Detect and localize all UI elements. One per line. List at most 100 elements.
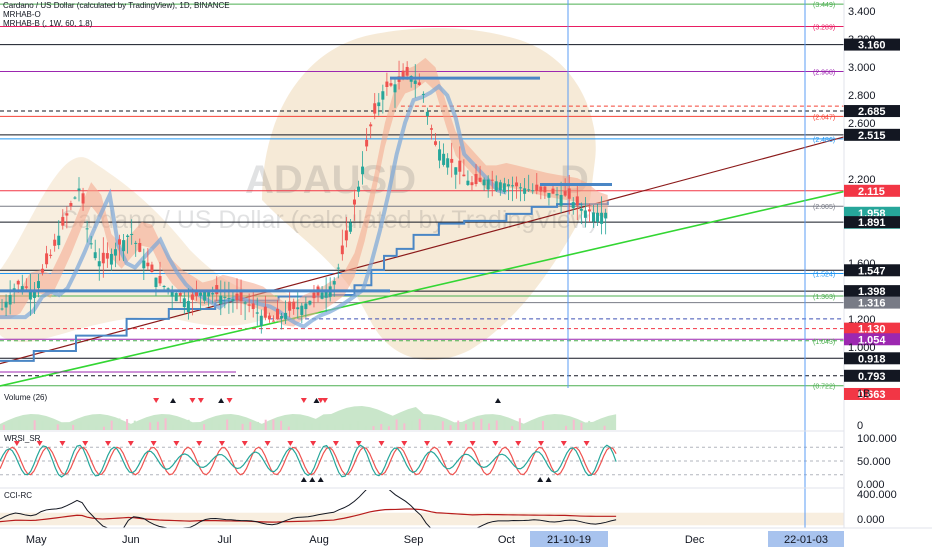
volume-bar (95, 426, 98, 430)
volume-bar (480, 418, 483, 430)
candle-body (142, 260, 146, 269)
candle-body (381, 91, 385, 100)
support-step-line (0, 201, 609, 362)
volume-bar (511, 426, 514, 430)
candle-body (113, 249, 117, 256)
candle-body (239, 290, 243, 302)
cci-tick-label: 0.000 (857, 514, 885, 526)
crosshair-date-label: 21-10-19 (547, 534, 591, 546)
wrsi-sell-marker (196, 441, 203, 446)
volume-bar (287, 426, 290, 430)
candle-body (320, 292, 324, 299)
wrsi-sell-marker (538, 441, 545, 446)
candle-body (36, 281, 40, 289)
level-value-label: (1.043) (813, 339, 835, 346)
volume-bar (565, 425, 568, 430)
candle-body (559, 194, 563, 206)
candle-body (45, 253, 49, 265)
candle-body (57, 235, 61, 246)
candle-body (332, 281, 336, 285)
volume-bar (572, 419, 575, 430)
price-badge (844, 38, 900, 51)
candle-body (271, 320, 275, 322)
volume-bar (603, 425, 606, 430)
wrsi-sell-marker (583, 441, 590, 446)
candle-body (89, 243, 93, 245)
volume-bar (272, 419, 275, 430)
candle-body (207, 292, 211, 297)
candle-body (502, 183, 506, 192)
price-badge-label: 1.054 (858, 334, 886, 346)
indicator-label-mrhab-b[interactable]: MRHAB-B (, 1W, 60, 1.8) (3, 19, 93, 28)
candle-body (223, 296, 227, 298)
price-badge-label: 1.316 (858, 298, 886, 310)
price-badge-label: 1.398 (858, 286, 886, 298)
volume-bar (64, 426, 67, 430)
candle-body (523, 188, 527, 194)
volume-bar (488, 423, 491, 430)
candle-body (154, 277, 158, 288)
volume-bar (280, 420, 283, 430)
candle-body (340, 245, 344, 255)
candle-body (134, 242, 138, 244)
volume-bar (418, 418, 421, 430)
volume-bar (41, 421, 44, 430)
volume-bar (441, 421, 444, 430)
volume-pane-label[interactable]: Volume (26) (4, 393, 48, 402)
volume-bar (187, 419, 190, 430)
wrsi-sell-marker (401, 441, 408, 446)
candle-body (150, 264, 154, 272)
volume-bar (395, 419, 398, 430)
candle-body (482, 179, 486, 186)
volume-bar (79, 421, 82, 430)
volume-bar (503, 418, 506, 430)
indicator-label-mrhab-o[interactable]: MRHAB-O (3, 10, 41, 19)
wrsi-sell-marker (82, 441, 89, 446)
volume-signal-marker (218, 398, 225, 403)
price-tick-label: 3.400 (848, 6, 876, 18)
level-value-label: (2.005) (813, 204, 835, 211)
volume-signal-marker (313, 398, 320, 403)
volume-bar (233, 420, 236, 430)
volume-bar (179, 420, 182, 430)
volume-bar (18, 419, 21, 430)
time-tick-label: Dec (685, 534, 705, 546)
volume-bar (56, 424, 59, 430)
candle-body (563, 191, 567, 196)
volume-bar (133, 420, 136, 430)
volume-bar (526, 424, 529, 430)
volume-bar (310, 423, 313, 430)
volume-tick-label: 0 (857, 420, 863, 432)
candle-body (77, 188, 81, 191)
cci-pane-label[interactable]: CCI-RC (4, 491, 32, 500)
volume-bar (434, 426, 437, 430)
candle-body (109, 253, 113, 265)
volume-bar (411, 421, 414, 430)
candle-body (53, 239, 57, 246)
wrsi-sell-marker (36, 441, 43, 446)
cci-tick-label: 400.000 (857, 489, 897, 501)
crosshair-date-badge (530, 531, 608, 547)
candle-body (596, 212, 600, 222)
candle-body (494, 181, 498, 191)
candle-body (486, 179, 490, 190)
candle-body (186, 301, 190, 313)
price-badge-label: 0.918 (858, 353, 886, 365)
volume-signal-marker (317, 398, 324, 403)
price-badge (844, 285, 900, 298)
candle-body (118, 239, 122, 245)
time-tick-label: Sep (404, 534, 424, 546)
volume-bar (102, 426, 105, 430)
wrsi-pane-label[interactable]: WRSI_SR (4, 434, 41, 443)
candle-body (377, 102, 381, 107)
volume-bar (210, 418, 213, 430)
wrsi-sell-marker (560, 441, 567, 446)
price-badge-label: 2.685 (858, 106, 886, 118)
time-tick-label: Jul (217, 534, 231, 546)
symbol-title[interactable]: Cardano / US Dollar (calculated by Tradi… (3, 1, 230, 10)
price-badge (844, 322, 900, 335)
wrsi-buy-marker (317, 477, 324, 482)
candle-body (389, 83, 393, 86)
